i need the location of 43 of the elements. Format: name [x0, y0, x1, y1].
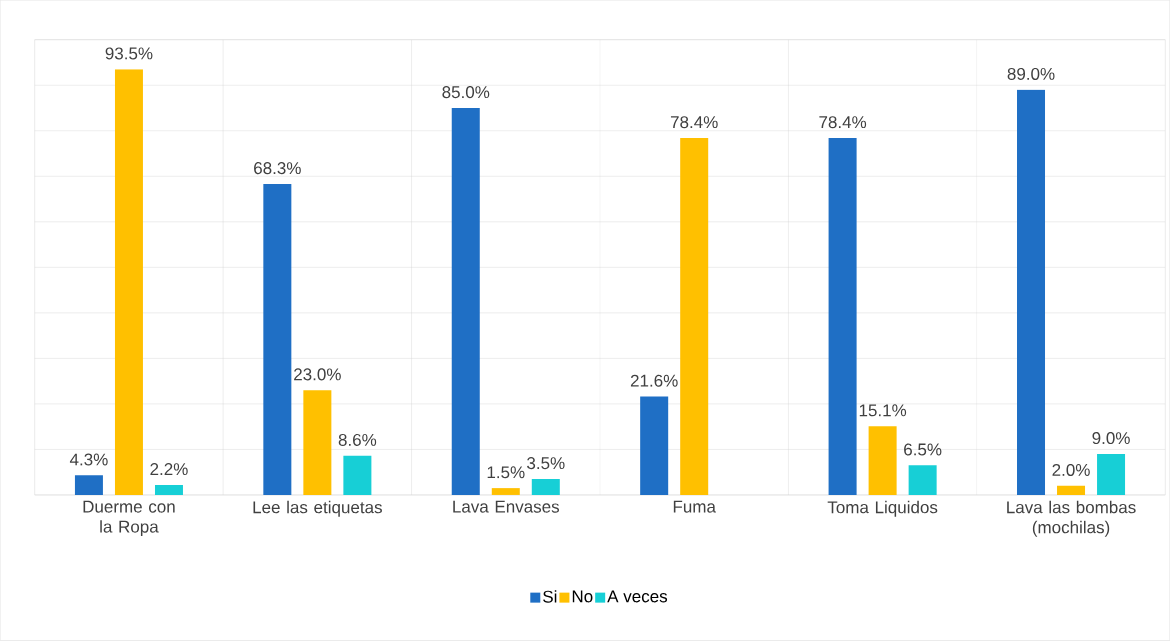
- data-label: 93.5%: [105, 47, 153, 60]
- data-label: 2.0%: [1052, 464, 1090, 477]
- bar: [114, 69, 143, 496]
- bar: [868, 426, 897, 496]
- bar: [908, 465, 937, 496]
- data-label: 21.6%: [630, 374, 678, 387]
- bar: [343, 455, 372, 496]
- data-label: 4.3%: [69, 453, 108, 466]
- bar: [640, 396, 669, 496]
- legend-label: Si: [543, 590, 557, 603]
- bar: [1057, 485, 1086, 496]
- data-label: 1.5%: [487, 466, 525, 479]
- bar: [680, 138, 709, 496]
- legend-label: A veces: [607, 590, 668, 603]
- x-tick-label: Fuma: [673, 500, 716, 513]
- data-label: 9.0%: [1092, 432, 1130, 445]
- x-tick-label: Duerme con la Ropa: [83, 500, 175, 537]
- x-tick-label: Lee las etiquetas: [253, 500, 382, 517]
- bar: [828, 138, 857, 496]
- bar: [154, 485, 183, 496]
- data-label: 78.4%: [819, 116, 867, 129]
- data-label: 89.0%: [1007, 68, 1055, 81]
- bar: [1097, 454, 1126, 496]
- data-label: 15.1%: [859, 404, 907, 417]
- bar: [303, 390, 332, 496]
- data-label: 23.0%: [294, 368, 341, 381]
- x-tick-label: Toma Liquidos: [827, 500, 938, 517]
- data-label: 78.4%: [670, 116, 718, 129]
- x-tick-label: Lava las bombas (mochilas): [1007, 500, 1136, 537]
- x-tick-label: Lava Envases: [453, 500, 560, 513]
- data-label: 2.2%: [150, 463, 188, 476]
- bar: [531, 479, 560, 496]
- data-label: 8.6%: [338, 434, 377, 447]
- bar: [74, 475, 103, 496]
- bar: [1017, 89, 1046, 496]
- bar: [491, 488, 520, 496]
- bar: [451, 108, 480, 496]
- bar: [263, 184, 292, 496]
- data-label: 3.5%: [527, 457, 565, 470]
- data-label: 68.3%: [254, 162, 301, 175]
- data-label: 85.0%: [442, 86, 490, 99]
- data-label: 6.5%: [904, 443, 942, 456]
- legend-label: No: [572, 590, 593, 603]
